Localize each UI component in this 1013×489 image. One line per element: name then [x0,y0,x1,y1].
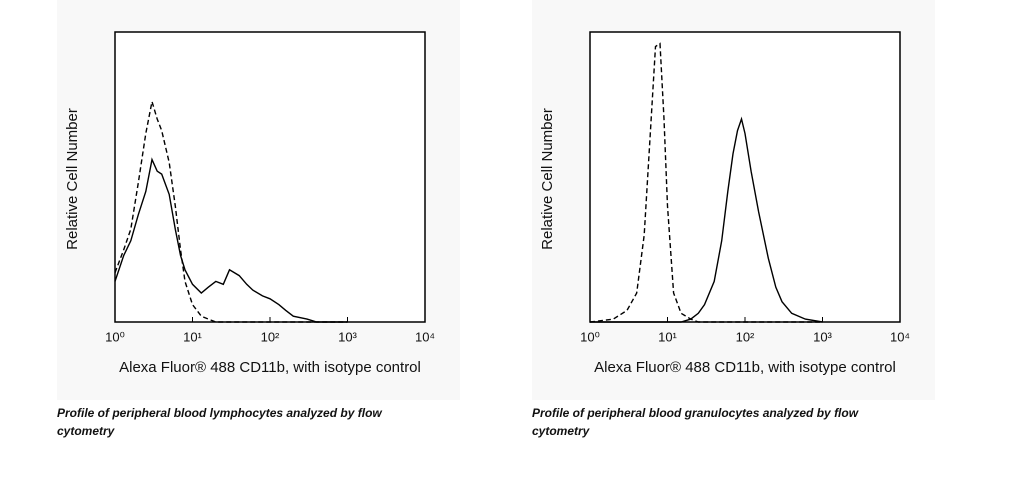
plot-frame [114,31,426,323]
y-axis-label: Relative Cell Number [64,108,81,250]
histogram-line [114,157,348,323]
x-axis-label: Alexa Fluor® 488 CD11b, with isotype con… [594,359,896,376]
x-axis-label: Alexa Fluor® 488 CD11b, with isotype con… [119,359,421,376]
caption: Profile of peripheral blood granulocytes… [532,406,859,438]
x-tick-label: 10² [736,329,755,344]
x-tick-label: 10⁰ [580,329,600,344]
x-tick-label: 10⁴ [415,329,435,344]
caption: Profile of peripheral blood lymphocytes … [57,406,382,438]
histogram-line [114,101,348,323]
x-tick-label: 10¹ [658,329,677,344]
x-tick-label: 10³ [813,329,832,344]
x-tick-label: 10¹ [183,329,202,344]
y-axis-label: Relative Cell Number [539,108,556,250]
x-tick-label: 10³ [338,329,357,344]
histogram-line [590,116,823,323]
x-tick-label: 10⁴ [890,329,910,344]
plot-frame [589,31,901,323]
x-tick-label: 10⁰ [105,329,125,344]
x-tick-label: 10² [261,329,280,344]
histogram-line [589,42,823,323]
